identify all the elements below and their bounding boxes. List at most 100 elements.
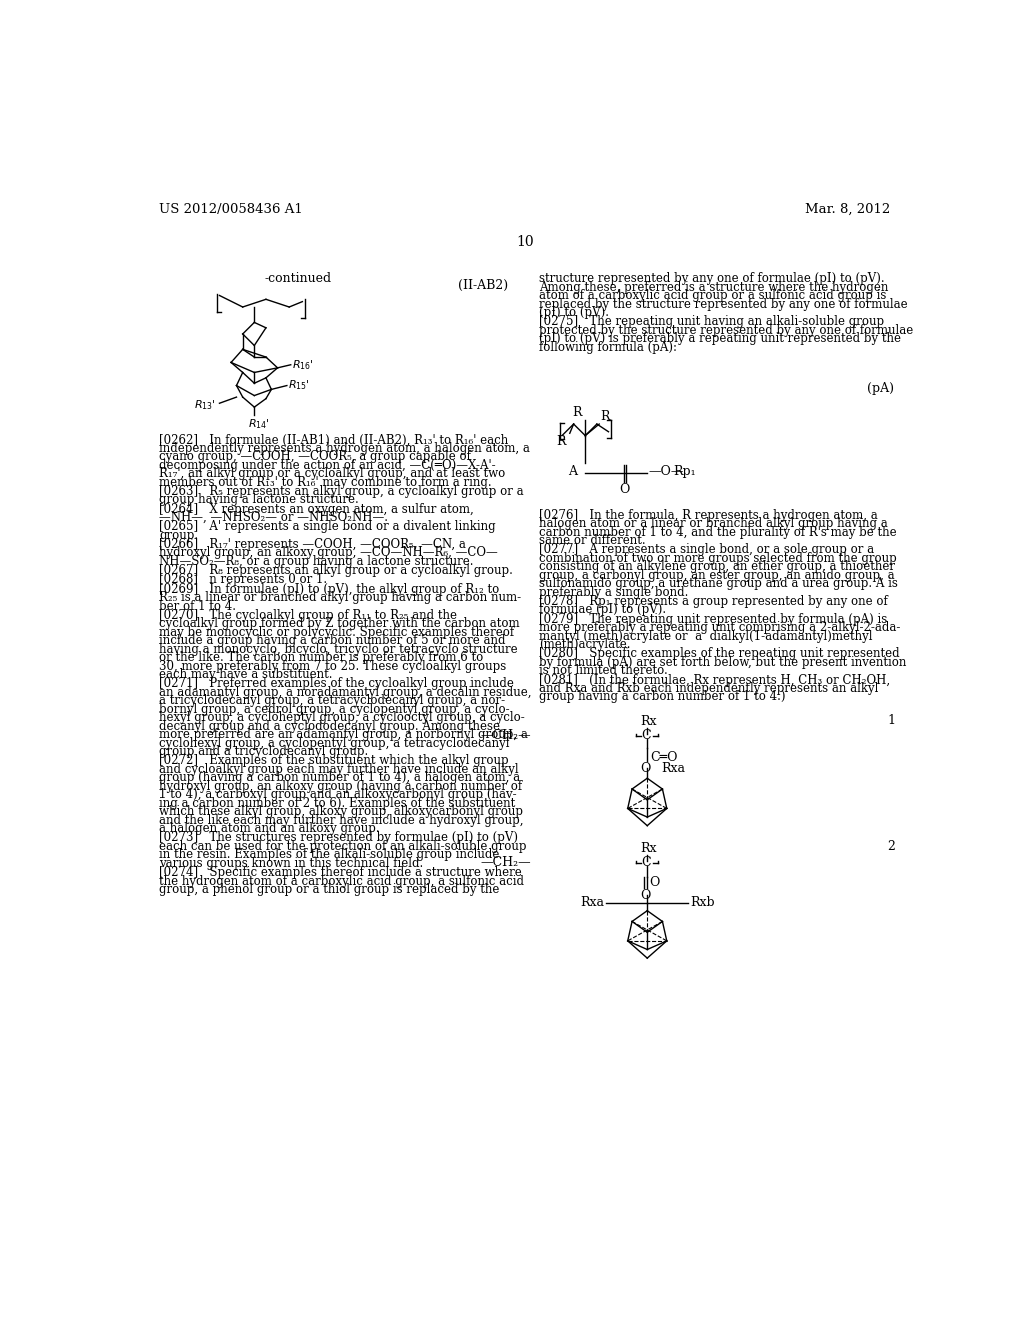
Text: —CH₂—: —CH₂— bbox=[480, 730, 531, 742]
Text: [0262]   In formulae (II-AB1) and (II-AB2), R₁₃' to R₁₆' each: [0262] In formulae (II-AB1) and (II-AB2)… bbox=[159, 433, 508, 446]
Text: C: C bbox=[641, 730, 650, 742]
Text: bornyl group, a cedrol group, a cyclopentyl group, a cyclo-: bornyl group, a cedrol group, a cyclopen… bbox=[159, 702, 510, 715]
Text: $R_{15}$': $R_{15}$' bbox=[288, 379, 309, 392]
Text: a tricyclodecanyl group, a tetracyclodecanyl group, a nor-: a tricyclodecanyl group, a tetracyclodec… bbox=[159, 694, 505, 708]
Text: formulae (pI) to (pV).: formulae (pI) to (pV). bbox=[539, 603, 666, 616]
Text: independently represents a hydrogen atom, a halogen atom, a: independently represents a hydrogen atom… bbox=[159, 442, 529, 455]
Text: R₂₅ is a linear or branched alkyl group having a carbon num-: R₂₅ is a linear or branched alkyl group … bbox=[159, 591, 521, 605]
Text: in the resin. Examples of the alkali-soluble group include: in the resin. Examples of the alkali-sol… bbox=[159, 849, 500, 862]
Text: [0263]   R₅ represents an alkyl group, a cycloalkyl group or a: [0263] R₅ represents an alkyl group, a c… bbox=[159, 484, 523, 498]
Text: or the like. The carbon number is preferably from 6 to: or the like. The carbon number is prefer… bbox=[159, 651, 483, 664]
Text: preferably a single bond.: preferably a single bond. bbox=[539, 586, 688, 599]
Text: an adamantyl group, a noradamantyl group, a decalin residue,: an adamantyl group, a noradamantyl group… bbox=[159, 686, 531, 698]
Text: Rxa: Rxa bbox=[581, 896, 604, 909]
Text: [0281]   (In the formulae, Rx represents H, CH₃ or CH₂OH,: [0281] (In the formulae, Rx represents H… bbox=[539, 673, 890, 686]
Text: R₁₇', an alkyl group or a cycloalkyl group, and at least two: R₁₇', an alkyl group or a cycloalkyl gro… bbox=[159, 467, 505, 480]
Text: O: O bbox=[641, 890, 651, 902]
Text: protected by the structure represented by any one of formulae: protected by the structure represented b… bbox=[539, 323, 913, 337]
Text: [0272]   Examples of the substituent which the alkyl group: [0272] Examples of the substituent which… bbox=[159, 755, 509, 767]
Text: more preferably a repeating unit comprising a 2-alkyl-2-ada-: more preferably a repeating unit compris… bbox=[539, 622, 900, 634]
Text: and the like each may further have include a hydroxyl group,: and the like each may further have inclu… bbox=[159, 813, 523, 826]
Text: each may have a substituent.: each may have a substituent. bbox=[159, 668, 333, 681]
Text: may be monocyclic or polycyclic. Specific examples thereof: may be monocyclic or polycyclic. Specifi… bbox=[159, 626, 514, 639]
Text: R: R bbox=[601, 409, 610, 422]
Text: [0275]   The repeating unit having an alkali-soluble group: [0275] The repeating unit having an alka… bbox=[539, 315, 884, 329]
Text: and Rxa and Rxb each independently represents an alkyl: and Rxa and Rxb each independently repre… bbox=[539, 682, 879, 696]
Text: O: O bbox=[649, 875, 659, 888]
Text: is not limited thereto.: is not limited thereto. bbox=[539, 664, 668, 677]
Text: O: O bbox=[618, 483, 629, 496]
Text: 2: 2 bbox=[888, 840, 895, 853]
Text: Rx: Rx bbox=[641, 715, 657, 729]
Text: decomposing under the action of an acid, —C(═O)—X-A'-: decomposing under the action of an acid,… bbox=[159, 459, 496, 471]
Text: [0266]   R₁₇' represents —COOH, —COOR₅, —CN, a: [0266] R₁₇' represents —COOH, —COOR₅, —C… bbox=[159, 539, 466, 550]
Text: by formula (pA) are set forth below, but the present invention: by formula (pA) are set forth below, but… bbox=[539, 656, 906, 669]
Text: [0268]   n represents 0 or 1.: [0268] n represents 0 or 1. bbox=[159, 573, 327, 586]
Text: [0278]   Rp₁ represents a group represented by any one of: [0278] Rp₁ represents a group represente… bbox=[539, 595, 888, 609]
Text: group, a phenol group or a thiol group is replaced by the: group, a phenol group or a thiol group i… bbox=[159, 883, 500, 896]
Text: A: A bbox=[568, 465, 578, 478]
Text: more preferred are an adamantyl group, a norbornyl group, a: more preferred are an adamantyl group, a… bbox=[159, 729, 528, 742]
Text: Rp₁: Rp₁ bbox=[673, 465, 695, 478]
Text: halogen atom or a linear or branched alkyl group having a: halogen atom or a linear or branched alk… bbox=[539, 517, 888, 531]
Text: carbon number of 1 to 4, and the plurality of R's may be the: carbon number of 1 to 4, and the plurali… bbox=[539, 525, 896, 539]
Text: [0273]   The structures represented by formulae (pI) to (pV): [0273] The structures represented by for… bbox=[159, 832, 518, 845]
Text: group having a carbon number of 1 to 4.): group having a carbon number of 1 to 4.) bbox=[539, 690, 785, 704]
Text: having a monocyclo, bicyclo, tricyclo or tetracyclo structure: having a monocyclo, bicyclo, tricyclo or… bbox=[159, 643, 517, 656]
Text: sulfonamido group, a urethane group and a urea group. A is: sulfonamido group, a urethane group and … bbox=[539, 577, 898, 590]
Text: Rxa: Rxa bbox=[662, 762, 685, 775]
Text: ber of 1 to 4.: ber of 1 to 4. bbox=[159, 599, 236, 612]
Text: members out of R₁₃' to R₁₆' may combine to form a ring.: members out of R₁₃' to R₁₆' may combine … bbox=[159, 475, 492, 488]
Text: (pI) to (pV).: (pI) to (pV). bbox=[539, 306, 608, 319]
Text: $R_{16}$': $R_{16}$' bbox=[292, 358, 313, 372]
Text: Rx: Rx bbox=[641, 842, 657, 855]
Text: R: R bbox=[556, 434, 566, 447]
Text: US 2012/0058436 A1: US 2012/0058436 A1 bbox=[159, 203, 303, 216]
Text: —NH—, —NHSO₂— or —NHSO₂NH—.: —NH—, —NHSO₂— or —NHSO₂NH—. bbox=[159, 511, 388, 524]
Text: group, a carbonyl group, an ester group, an amido group, a: group, a carbonyl group, an ester group,… bbox=[539, 569, 894, 582]
Text: (II-AB2): (II-AB2) bbox=[458, 280, 508, 292]
Text: —O—: —O— bbox=[649, 465, 684, 478]
Text: the hydrogen atom of a carboxylic acid group, a sulfonic acid: the hydrogen atom of a carboxylic acid g… bbox=[159, 875, 524, 887]
Text: [0269]   In formulae (pI) to (pV), the alkyl group of R₁₂ to: [0269] In formulae (pI) to (pV), the alk… bbox=[159, 582, 500, 595]
Text: group.: group. bbox=[159, 529, 198, 541]
Text: group (having a carbon number of 1 to 4), a halogen atom, a: group (having a carbon number of 1 to 4)… bbox=[159, 771, 520, 784]
Text: $R_{13}$': $R_{13}$' bbox=[194, 397, 216, 412]
Text: group and a tricyclodecanyl group.: group and a tricyclodecanyl group. bbox=[159, 744, 369, 758]
Text: 1 to 4), a carboxyl group and an alkoxycarbonyl group (hav-: 1 to 4), a carboxyl group and an alkoxyc… bbox=[159, 788, 517, 801]
Text: structure represented by any one of formulae (pI) to (pV).: structure represented by any one of form… bbox=[539, 272, 885, 285]
Text: (pA): (pA) bbox=[866, 381, 894, 395]
Text: (pI) to (pV) is preferably a repeating unit represented by the: (pI) to (pV) is preferably a repeating u… bbox=[539, 333, 901, 346]
Text: 30, more preferably from 7 to 25. These cycloalkyl groups: 30, more preferably from 7 to 25. These … bbox=[159, 660, 506, 673]
Text: —CH₂—: —CH₂— bbox=[480, 857, 531, 870]
Text: [0265]   A' represents a single bond or a divalent linking: [0265] A' represents a single bond or a … bbox=[159, 520, 496, 533]
Text: [0267]   R₈ represents an alkyl group or a cycloalkyl group.: [0267] R₈ represents an alkyl group or a… bbox=[159, 564, 513, 577]
Text: R: R bbox=[571, 405, 582, 418]
Text: include a group having a carbon number of 5 or more and: include a group having a carbon number o… bbox=[159, 635, 506, 647]
Text: atom of a carboxylic acid group or a sulfonic acid group is: atom of a carboxylic acid group or a sul… bbox=[539, 289, 886, 302]
Text: (meth)acrylate.: (meth)acrylate. bbox=[539, 638, 630, 651]
Text: 1: 1 bbox=[887, 714, 895, 727]
Text: hexyl group, a cycloheptyl group, a cyclooctyl group, a cyclo-: hexyl group, a cycloheptyl group, a cycl… bbox=[159, 711, 524, 725]
Text: replaced by the structure represented by any one of formulae: replaced by the structure represented by… bbox=[539, 298, 907, 310]
Text: a halogen atom and an alkoxy group.: a halogen atom and an alkoxy group. bbox=[159, 822, 380, 836]
Text: cycloalkyl group formed by Z together with the carbon atom: cycloalkyl group formed by Z together wi… bbox=[159, 618, 519, 631]
Text: -continued: -continued bbox=[265, 272, 332, 285]
Text: [0274]   Specific examples thereof include a structure where: [0274] Specific examples thereof include… bbox=[159, 866, 522, 879]
Text: [0276]   In the formula, R represents a hydrogen atom, a: [0276] In the formula, R represents a hy… bbox=[539, 508, 878, 521]
Text: hydroxyl group, an alkoxy group (having a carbon number of: hydroxyl group, an alkoxy group (having … bbox=[159, 780, 522, 793]
Text: [0279]   The repeating unit represented by formula (pA) is: [0279] The repeating unit represented by… bbox=[539, 612, 887, 626]
Text: Rxb: Rxb bbox=[690, 896, 715, 909]
Text: cyano group, —COOH, —COOR₅, a group capable of: cyano group, —COOH, —COOR₅, a group capa… bbox=[159, 450, 471, 463]
Text: following formula (pA):: following formula (pA): bbox=[539, 341, 677, 354]
Text: group having a lactone structure.: group having a lactone structure. bbox=[159, 494, 358, 507]
Text: [0280]   Specific examples of the repeating unit represented: [0280] Specific examples of the repeatin… bbox=[539, 647, 899, 660]
Text: 10: 10 bbox=[516, 235, 534, 249]
Text: [0264]   X represents an oxygen atom, a sulfur atom,: [0264] X represents an oxygen atom, a su… bbox=[159, 503, 474, 516]
Text: which these alkyl group, alkoxy group, alkoxycarbonyl group: which these alkyl group, alkoxy group, a… bbox=[159, 805, 523, 818]
Text: combination of two or more groups selected from the group: combination of two or more groups select… bbox=[539, 552, 896, 565]
Text: [0271]   Preferred examples of the cycloalkyl group include: [0271] Preferred examples of the cycloal… bbox=[159, 677, 514, 690]
Text: each can be used for the protection of an alkali-soluble group: each can be used for the protection of a… bbox=[159, 840, 526, 853]
Text: NH—SO₂—R₈, or a group having a lactone structure.: NH—SO₂—R₈, or a group having a lactone s… bbox=[159, 554, 473, 568]
Text: hydroxyl group, an alkoxy group, —CO—NH—R₆, —CO—: hydroxyl group, an alkoxy group, —CO—NH—… bbox=[159, 546, 498, 560]
